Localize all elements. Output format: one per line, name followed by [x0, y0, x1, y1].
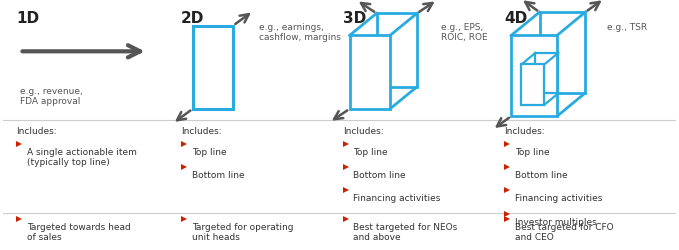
Text: Includes:: Includes: [504, 126, 545, 136]
Text: 2D: 2D [181, 11, 204, 26]
Text: 1D: 1D [16, 11, 39, 26]
Text: Bottom line: Bottom line [353, 170, 406, 179]
Text: Includes:: Includes: [181, 126, 222, 136]
Bar [540, 13, 585, 94]
Text: Top line: Top line [515, 147, 549, 156]
Text: Investor multiples: Investor multiples [515, 217, 597, 226]
Text: A single actionable item
(typically top line): A single actionable item (typically top … [26, 147, 136, 167]
Text: 4D: 4D [504, 11, 528, 26]
Text: 3D: 3D [343, 11, 366, 26]
Text: Includes:: Includes: [16, 126, 57, 136]
Text: e.g., revenue,
FDA approval: e.g., revenue, FDA approval [20, 86, 82, 106]
Bar [350, 36, 390, 110]
Text: Best targeted for NEOs
and above: Best targeted for NEOs and above [353, 222, 458, 242]
Bar [377, 14, 417, 88]
Text: Financing activities: Financing activities [515, 194, 602, 202]
Text: Top line: Top line [353, 147, 388, 156]
Text: Bottom line: Bottom line [515, 170, 568, 179]
Text: Bottom line: Bottom line [191, 170, 244, 179]
Text: Top line: Top line [191, 147, 226, 156]
Text: e.g., TSR: e.g., TSR [607, 23, 647, 32]
Text: e.g., earnings,
cashflow, margins: e.g., earnings, cashflow, margins [259, 23, 341, 42]
Text: Targeted towards head
of sales: Targeted towards head of sales [26, 222, 130, 242]
Bar [521, 65, 544, 106]
Text: e.g., EPS,
ROIC, ROE: e.g., EPS, ROIC, ROE [441, 23, 487, 42]
Text: Best targeted for CFO
and CEO: Best targeted for CFO and CEO [515, 222, 614, 242]
Text: Financing activities: Financing activities [353, 194, 441, 202]
Bar [193, 26, 233, 110]
Text: Targeted for operating
unit heads: Targeted for operating unit heads [191, 222, 293, 242]
Bar [511, 36, 557, 117]
Bar [536, 54, 558, 94]
Text: Includes:: Includes: [343, 126, 384, 136]
